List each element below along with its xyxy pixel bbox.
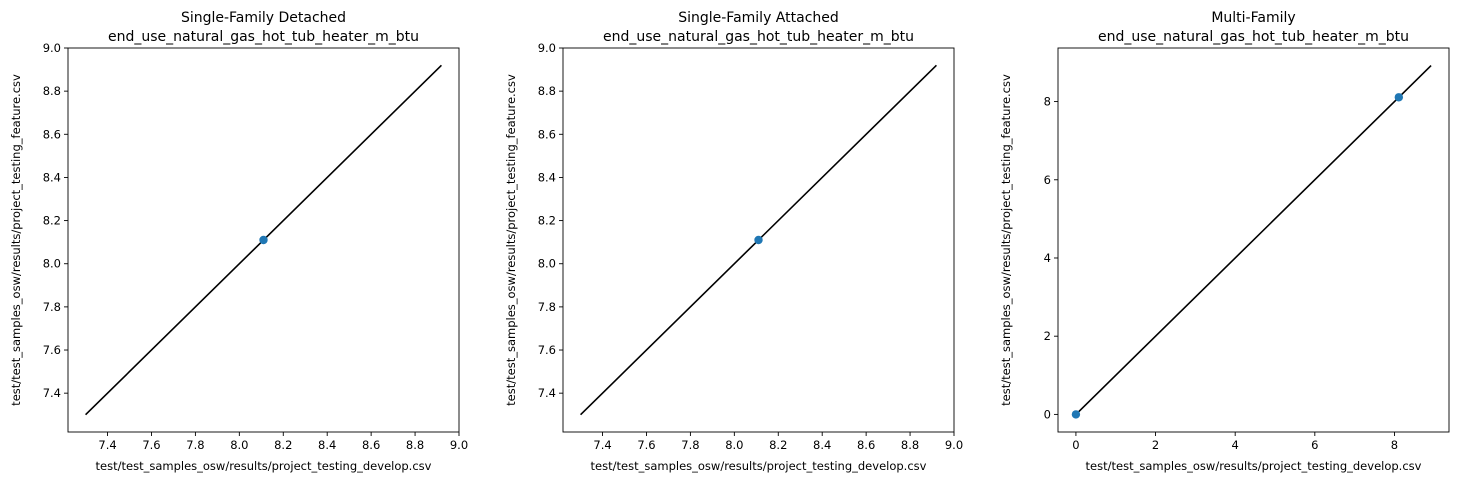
x-axis-label: test/test_samples_osw/results/project_te… bbox=[96, 459, 432, 473]
x-tick-label: 7.4 bbox=[98, 438, 116, 452]
y-tick-label: 6 bbox=[1044, 173, 1051, 187]
data-point bbox=[1394, 93, 1404, 102]
data-point bbox=[1071, 410, 1081, 419]
data-point bbox=[259, 235, 268, 245]
x-tick-label: 9.0 bbox=[945, 438, 963, 452]
y-axis-label: test/test_samples_osw/results/project_te… bbox=[9, 74, 23, 406]
y-axis-label: test/test_samples_osw/results/project_te… bbox=[504, 74, 518, 406]
y-tick-label: 8.2 bbox=[538, 214, 556, 228]
y-tick-label: 8.0 bbox=[43, 257, 61, 271]
plot-frame bbox=[562, 47, 955, 433]
x-tick-label: 8 bbox=[1391, 438, 1398, 452]
x-tick-label: 7.8 bbox=[681, 438, 699, 452]
x-tick-label: 8.2 bbox=[274, 438, 292, 452]
data-point bbox=[754, 235, 763, 245]
chart-panel-2: Single-Family Attached end_use_natural_ga… bbox=[504, 10, 963, 473]
x-tick-label: 7.6 bbox=[142, 438, 160, 452]
y-tick-label: 4 bbox=[1044, 251, 1051, 265]
reference-line bbox=[1075, 65, 1432, 415]
y-tick-label: 8.2 bbox=[43, 214, 61, 228]
y-tick-label: 9.0 bbox=[43, 41, 61, 55]
y-tick-label: 7.4 bbox=[43, 386, 61, 400]
chart-panel-1: Single-Family Detached end_use_natural_ga… bbox=[9, 10, 468, 473]
x-tick-label: 4 bbox=[1232, 438, 1239, 452]
x-tick-label: 9.0 bbox=[450, 438, 468, 452]
x-tick-label: 8.2 bbox=[769, 438, 787, 452]
y-tick-label: 8.6 bbox=[43, 127, 61, 141]
x-tick-label: 8.8 bbox=[901, 438, 919, 452]
y-tick-label: 7.8 bbox=[43, 300, 61, 314]
x-tick-label: 8.8 bbox=[406, 438, 424, 452]
y-tick-label: 8 bbox=[1044, 95, 1051, 109]
chart-title: Single-Family Attached bbox=[678, 10, 839, 26]
y-tick-label: 7.6 bbox=[538, 343, 556, 357]
y-tick-label: 7.6 bbox=[43, 343, 61, 357]
x-tick-label: 8.0 bbox=[725, 438, 743, 452]
chart-panel-3: Multi-Family end_use_natural_gas_hot_tub_… bbox=[999, 10, 1450, 473]
y-tick-label: 8.6 bbox=[538, 127, 556, 141]
x-tick-label: 7.8 bbox=[186, 438, 204, 452]
chart-title: Multi-Family bbox=[1211, 10, 1295, 26]
chart-subtitle: end_use_natural_gas_hot_tub_heater_m_btu bbox=[1098, 29, 1409, 45]
y-tick-label: 7.4 bbox=[538, 386, 556, 400]
chart-subtitle: end_use_natural_gas_hot_tub_heater_m_btu bbox=[108, 29, 419, 45]
x-tick-label: 8.6 bbox=[362, 438, 380, 452]
x-tick-label: 0 bbox=[1072, 438, 1079, 452]
y-tick-label: 8.4 bbox=[538, 170, 556, 184]
x-tick-label: 7.6 bbox=[637, 438, 655, 452]
x-axis-label: test/test_samples_osw/results/project_te… bbox=[591, 459, 927, 473]
x-tick-label: 8.6 bbox=[857, 438, 875, 452]
x-axis-label: test/test_samples_osw/results/project_te… bbox=[1086, 459, 1422, 473]
y-tick-label: 0 bbox=[1044, 407, 1051, 421]
y-tick-label: 2 bbox=[1044, 329, 1051, 343]
x-tick-label: 2 bbox=[1152, 438, 1159, 452]
y-tick-label: 7.8 bbox=[538, 300, 556, 314]
plot-frame bbox=[1057, 47, 1450, 433]
x-tick-label: 8.4 bbox=[318, 438, 336, 452]
y-tick-label: 9.0 bbox=[538, 41, 556, 55]
chart-subtitle: end_use_natural_gas_hot_tub_heater_m_btu bbox=[603, 29, 914, 45]
x-tick-label: 7.4 bbox=[593, 438, 611, 452]
y-axis-label: test/test_samples_osw/results/project_te… bbox=[999, 74, 1013, 406]
x-tick-label: 6 bbox=[1311, 438, 1318, 452]
plot-frame bbox=[67, 47, 460, 433]
chart-title: Single-Family Detached bbox=[181, 10, 346, 26]
y-tick-label: 8.8 bbox=[538, 84, 556, 98]
y-tick-label: 8.0 bbox=[538, 257, 556, 271]
x-tick-label: 8.4 bbox=[813, 438, 831, 452]
y-tick-label: 8.4 bbox=[43, 170, 61, 184]
y-tick-label: 8.8 bbox=[43, 84, 61, 98]
x-tick-label: 8.0 bbox=[230, 438, 248, 452]
